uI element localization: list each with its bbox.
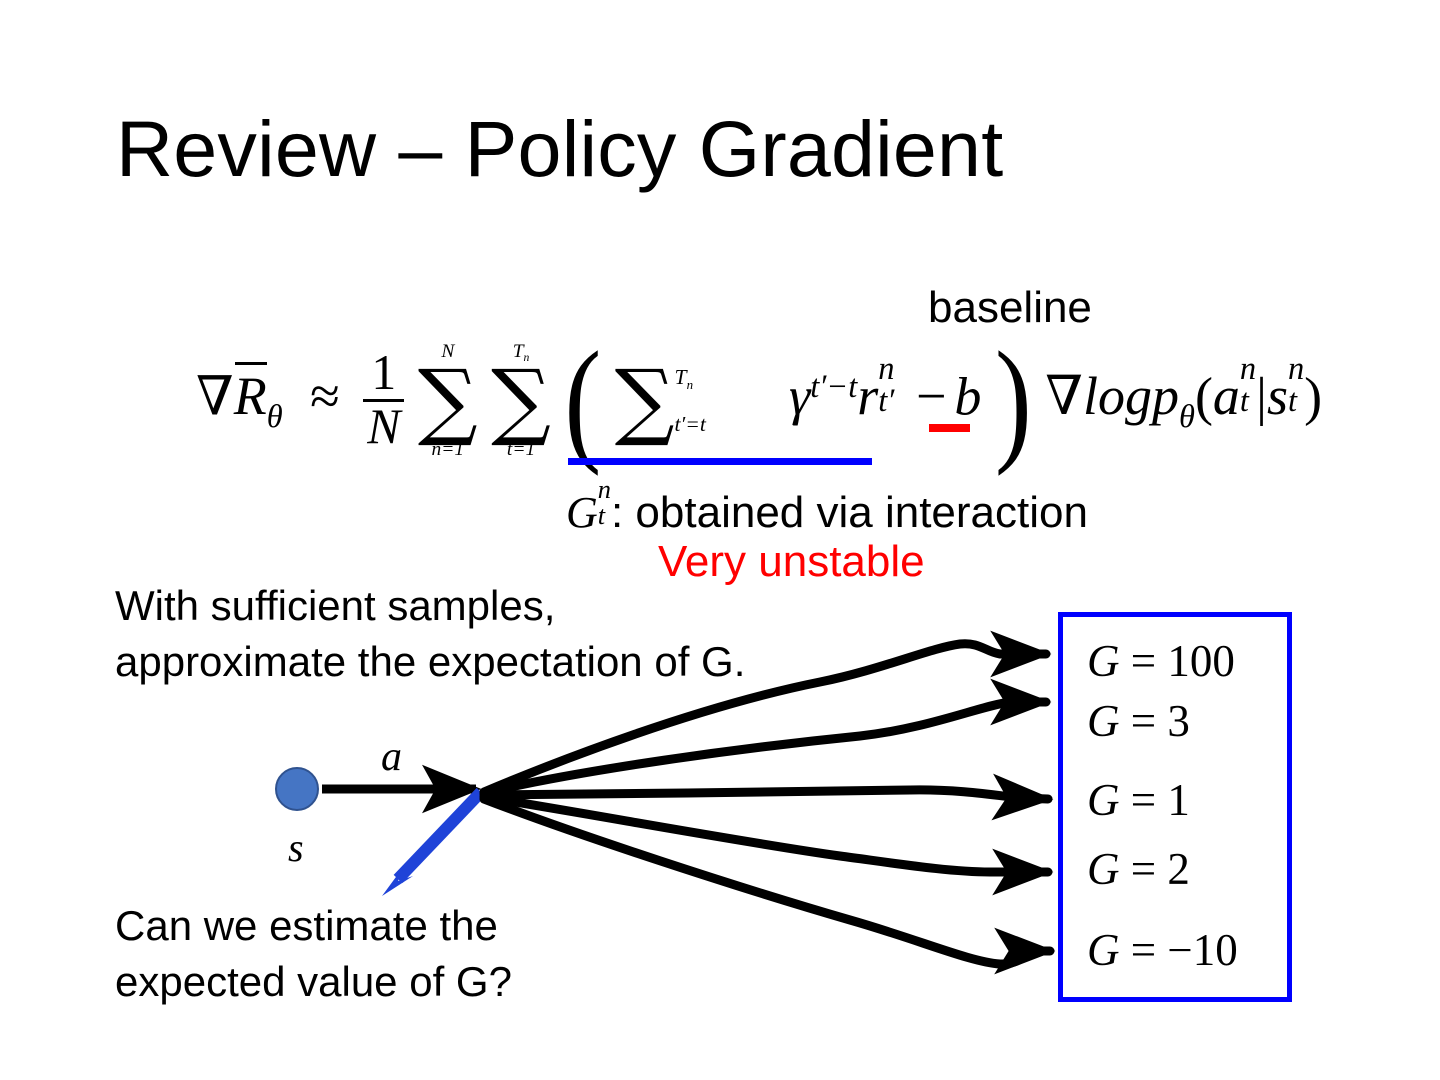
sum-lower-limit: t′=t: [674, 411, 706, 436]
conditional-bar: |: [1256, 366, 1267, 427]
branch-arrow-3: [479, 773, 1054, 821]
reward-term: r n t′: [857, 350, 895, 427]
samples-line-1: With sufficient samples,: [115, 582, 556, 629]
close-paren: ): [994, 322, 1032, 477]
sum-lower-limit: n=1: [431, 439, 465, 461]
sum-upper-limit: N: [441, 341, 455, 363]
question-line-2: expected value of G?: [115, 957, 512, 1005]
nabla-icon: ∇: [196, 366, 234, 427]
close-paren-policy: ): [1304, 366, 1323, 427]
very-unstable-warning: Very unstable: [658, 537, 925, 586]
baseline-red-underline: [929, 424, 970, 432]
branch-arrow-5: [479, 794, 1056, 975]
g-value-row: G = −10: [1087, 925, 1238, 975]
sigma-icon: ∑: [417, 351, 478, 450]
g-value-row: G = 100: [1087, 636, 1235, 686]
g-values-box: G = 100 G = 3 G = 1 G = 2 G = −10: [1058, 612, 1292, 1002]
sum-limits: Tn t′=t: [675, 364, 742, 437]
fraction-numerator: 1: [371, 344, 397, 400]
gamma-term: γt′−t: [789, 366, 858, 427]
summation-over-t-prime: ∑ Tn t′=t: [614, 351, 742, 450]
policy-gradient-formula: ∇Rθ ≈ 1 N N ∑ n=1 Tn ∑ t=1 ( ∑ Tn t′=t γt′…: [196, 322, 1323, 476]
fraction-denominator: N: [363, 398, 405, 453]
samples-paragraph: With sufficient samples, approximate the…: [115, 578, 745, 690]
state-label: s: [288, 825, 304, 870]
sigma-icon: ∑: [491, 351, 551, 450]
samples-line-2: approximate the expectation of G.: [115, 637, 746, 685]
branch-arrows: [479, 630, 1056, 975]
branch-arrow-4: [479, 792, 1054, 896]
open-paren-policy: (: [1194, 366, 1213, 427]
g-note-text: : obtained via interaction: [610, 487, 1088, 537]
action-label: a: [381, 734, 402, 780]
sum-upper-limit: Tn: [512, 341, 530, 365]
summation-over-t: Tn ∑ t=1: [491, 341, 551, 461]
baseline-b-term: b: [954, 366, 982, 427]
state-circle-icon: [275, 767, 319, 811]
minus-sign: −: [915, 366, 947, 427]
return-blue-underline: [568, 458, 872, 465]
formula-theta-sub: θ: [266, 398, 283, 435]
approx-sign: ≈: [310, 366, 340, 427]
formula-R-bar: R: [233, 361, 268, 427]
summation-over-n: N ∑ n=1: [418, 341, 478, 461]
branch-arrow-2: [479, 678, 1052, 798]
g-value-row: G = 3: [1087, 696, 1190, 746]
sum-upper-limit: Tn: [674, 365, 694, 393]
question-paragraph: Can we estimate the expected value of G?: [115, 898, 512, 1010]
sum-lower-limit: t=1: [506, 439, 536, 461]
g-value-row: G = 1: [1087, 775, 1190, 825]
page-title: Review – Policy Gradient: [116, 104, 1004, 193]
g-value-row: G = 2: [1087, 844, 1190, 894]
open-paren: (: [564, 322, 602, 477]
grad-log-policy: ∇logpθ: [1045, 366, 1195, 435]
sigma-icon: ∑: [614, 351, 675, 450]
blue-policy-arrow-icon: [382, 787, 486, 896]
one-over-N-fraction: 1 N: [363, 344, 405, 453]
baseline-annotation-label: baseline: [928, 283, 1092, 332]
question-line-1: Can we estimate the: [115, 902, 498, 949]
